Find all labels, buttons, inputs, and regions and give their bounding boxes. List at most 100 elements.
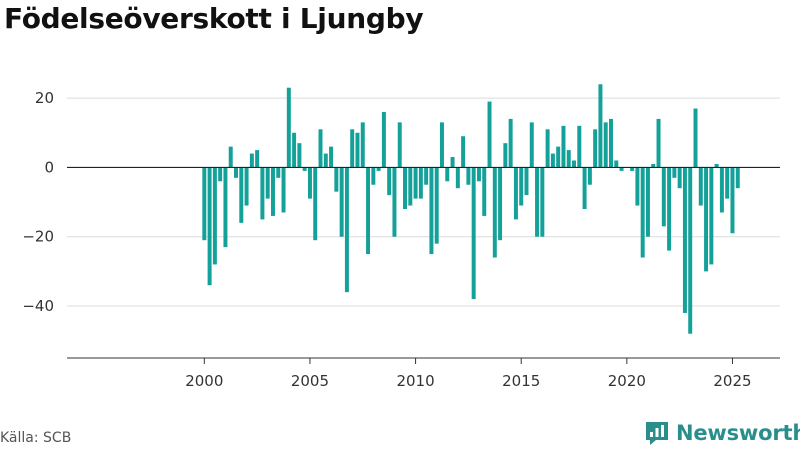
axes: −40 −20 0 20 2000 2005 2010 2015 2020 2025 <box>22 89 780 390</box>
bar <box>471 167 476 300</box>
bar <box>344 167 349 293</box>
bar <box>418 167 423 199</box>
bar <box>360 122 365 168</box>
bar <box>439 122 444 168</box>
bar <box>371 167 376 185</box>
bar <box>482 167 487 216</box>
x-tick-label: 2010 <box>396 372 434 390</box>
bar <box>366 167 371 255</box>
bar <box>403 167 407 209</box>
bars <box>202 84 740 334</box>
bar <box>450 157 455 168</box>
y-tick-label: −20 <box>22 228 54 246</box>
bar <box>265 167 270 199</box>
bar <box>339 167 344 237</box>
bar <box>445 167 450 182</box>
bar <box>561 125 566 168</box>
bar <box>704 167 709 272</box>
brand-name: Newsworthy <box>676 421 800 445</box>
bar <box>640 167 645 258</box>
bar <box>492 167 497 258</box>
bar <box>593 129 598 168</box>
bar <box>387 167 392 196</box>
bar <box>429 167 434 255</box>
bar <box>381 111 386 168</box>
brand-logo: Newsworthy <box>644 420 800 446</box>
bar <box>424 167 429 185</box>
bar <box>286 87 291 168</box>
x-tick-label: 2015 <box>502 372 540 390</box>
bar <box>239 167 244 223</box>
bar <box>735 167 740 189</box>
bar <box>302 167 307 171</box>
y-tick-label: −40 <box>22 297 54 315</box>
bar <box>212 167 217 265</box>
bar <box>714 163 719 168</box>
bar <box>455 167 460 189</box>
bar <box>292 132 297 168</box>
gridlines <box>67 97 780 307</box>
bar <box>635 167 640 206</box>
bar <box>682 167 687 313</box>
bar <box>572 160 577 168</box>
bar <box>376 167 381 171</box>
bar <box>503 143 508 168</box>
bar <box>598 84 603 168</box>
bar <box>223 167 228 248</box>
bar <box>297 143 302 168</box>
bar <box>672 167 677 178</box>
bar <box>661 167 666 227</box>
bar <box>249 153 254 168</box>
bar <box>207 167 212 286</box>
bar <box>651 163 656 168</box>
bar <box>577 125 582 168</box>
bar <box>609 118 613 168</box>
bar <box>582 167 587 209</box>
bar <box>556 146 561 168</box>
bar <box>693 108 698 168</box>
bar <box>566 150 571 168</box>
bar <box>318 129 323 168</box>
x-tick-label: 2000 <box>185 372 223 390</box>
bar <box>466 167 471 185</box>
bar <box>461 136 466 168</box>
bar <box>498 167 503 241</box>
bar <box>413 167 418 199</box>
bar <box>228 146 233 168</box>
y-tick-label: 0 <box>44 158 54 176</box>
bar <box>645 167 650 237</box>
bar <box>487 101 492 168</box>
source-note: Källa: SCB <box>0 430 72 446</box>
bar <box>677 167 682 189</box>
bar <box>244 167 249 206</box>
bar <box>508 118 513 168</box>
bar <box>709 167 714 265</box>
newsworthy-logo-icon <box>646 422 668 445</box>
bar <box>719 167 724 213</box>
bar <box>619 167 624 171</box>
chart-title: Födelseöverskott i Ljungby <box>4 2 424 35</box>
bar <box>667 167 672 251</box>
bar <box>540 167 545 237</box>
bar <box>434 167 439 244</box>
bar <box>255 150 260 168</box>
bar <box>688 167 693 334</box>
bar <box>513 167 518 220</box>
bar <box>334 167 339 192</box>
bar <box>730 167 735 234</box>
bar <box>725 167 730 199</box>
bar <box>550 153 555 168</box>
bar <box>281 167 286 213</box>
bar <box>630 167 635 171</box>
bar <box>587 167 592 185</box>
bar <box>476 167 481 182</box>
bar <box>355 132 360 168</box>
bar <box>519 167 524 206</box>
bar <box>350 129 355 168</box>
bar <box>202 167 207 241</box>
bar <box>218 167 223 182</box>
bar <box>307 167 312 199</box>
bar <box>545 129 550 168</box>
bar <box>323 153 328 168</box>
